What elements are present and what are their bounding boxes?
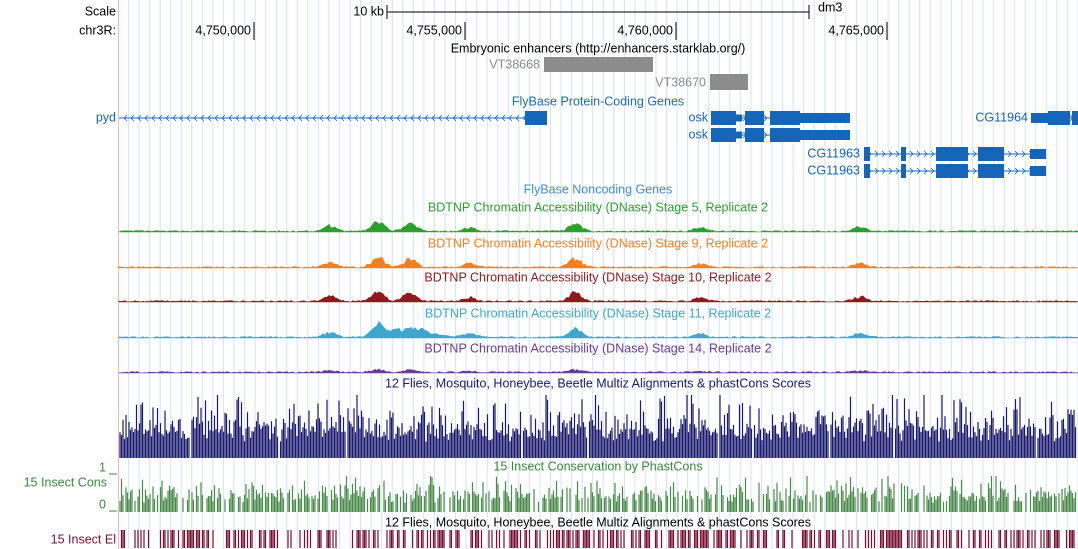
track-title: BDTNP Chromatin Accessibility (DNase) St… [424,341,771,355]
signal-area[interactable] [118,321,1078,339]
position-label: chr3R: [79,23,116,37]
track-label[interactable]: 15 Insect Cons [24,475,107,489]
enhancer-feature[interactable] [544,57,653,72]
signal-area[interactable] [117,221,1078,233]
assembly-label: dm3 [818,0,842,14]
feature-label[interactable]: VT38670 [655,75,706,89]
gene-exon[interactable] [1030,149,1046,159]
phastcons-signal[interactable] [119,476,1077,512]
gene-exon[interactable] [978,147,1004,161]
gene-exon[interactable] [864,164,870,178]
gene-label[interactable]: CG11963 [807,163,860,177]
gene-exon[interactable] [711,128,736,142]
axis-label: 0 [99,497,106,511]
gene-exon[interactable] [770,111,800,125]
track-title: BDTNP Chromatin Accessibility (DNase) St… [424,270,771,284]
gene-exon[interactable] [1030,166,1046,176]
gene-exon[interactable] [978,164,1004,178]
track-title: 12 Flies, Mosquito, Honeybee, Beetle Mul… [385,376,811,390]
gene-exon[interactable] [800,130,850,140]
multiz-signal[interactable] [119,395,1077,458]
gene-exon[interactable] [901,147,906,161]
strand-arrows [123,114,541,122]
gene-exon[interactable] [936,147,942,161]
track-title: 15 Insect Conservation by PhastCons [493,459,702,473]
gene-exon[interactable] [942,147,968,161]
gene-exon[interactable] [525,111,547,125]
signal-area[interactable] [118,368,1078,374]
gene-exon[interactable] [736,131,742,139]
track-label[interactable]: 15 Insect El [51,532,116,546]
track-title: Embryonic enhancers (http://enhancers.st… [451,41,746,55]
track-title: BDTNP Chromatin Accessibility (DNase) St… [428,200,768,214]
gene-exon[interactable] [800,113,850,123]
gene-exon[interactable] [711,111,736,125]
gene-exon[interactable] [745,111,764,125]
track-title: BDTNP Chromatin Accessibility (DNase) St… [428,236,768,250]
enhancer-feature[interactable] [710,74,748,90]
gene-label[interactable]: CG11964 [975,110,1028,124]
gene-exon[interactable] [942,164,968,178]
track-title: BDTNP Chromatin Accessibility (DNase) St… [425,306,771,320]
scale-bar-label: 10 kb [353,4,384,18]
gene-exon[interactable] [864,147,870,161]
gene-label[interactable]: osk [689,127,709,141]
track-title: FlyBase Noncoding Genes [524,182,673,196]
scale-label: Scale [85,4,116,18]
signal-area[interactable] [118,256,1078,269]
gene-label[interactable]: osk [689,110,709,124]
gene-exon[interactable] [901,164,906,178]
position-tick-label: 4,750,000 [195,23,251,37]
gene-exon[interactable] [936,164,942,178]
track-title: FlyBase Protein-Coding Genes [512,94,684,108]
track-title: 12 Flies, Mosquito, Honeybee, Beetle Mul… [385,515,811,529]
gene-label[interactable]: CG11963 [807,146,860,160]
gene-exon[interactable] [1072,111,1078,125]
gene-label[interactable]: pyd [96,110,116,124]
gene-exon[interactable] [770,128,800,142]
feature-label[interactable]: VT38668 [489,57,540,71]
gene-exon[interactable] [1031,113,1048,123]
position-tick-label: 4,760,000 [617,23,673,37]
position-tick-label: 4,765,000 [828,23,884,37]
position-tick-label: 4,755,000 [406,23,462,37]
conserved-elements[interactable] [120,530,1075,548]
axis-label: 1 [99,460,106,474]
gene-exon[interactable] [1048,111,1070,125]
signal-area[interactable] [118,291,1078,303]
gene-exon[interactable] [736,114,742,122]
gene-exon[interactable] [745,128,764,142]
